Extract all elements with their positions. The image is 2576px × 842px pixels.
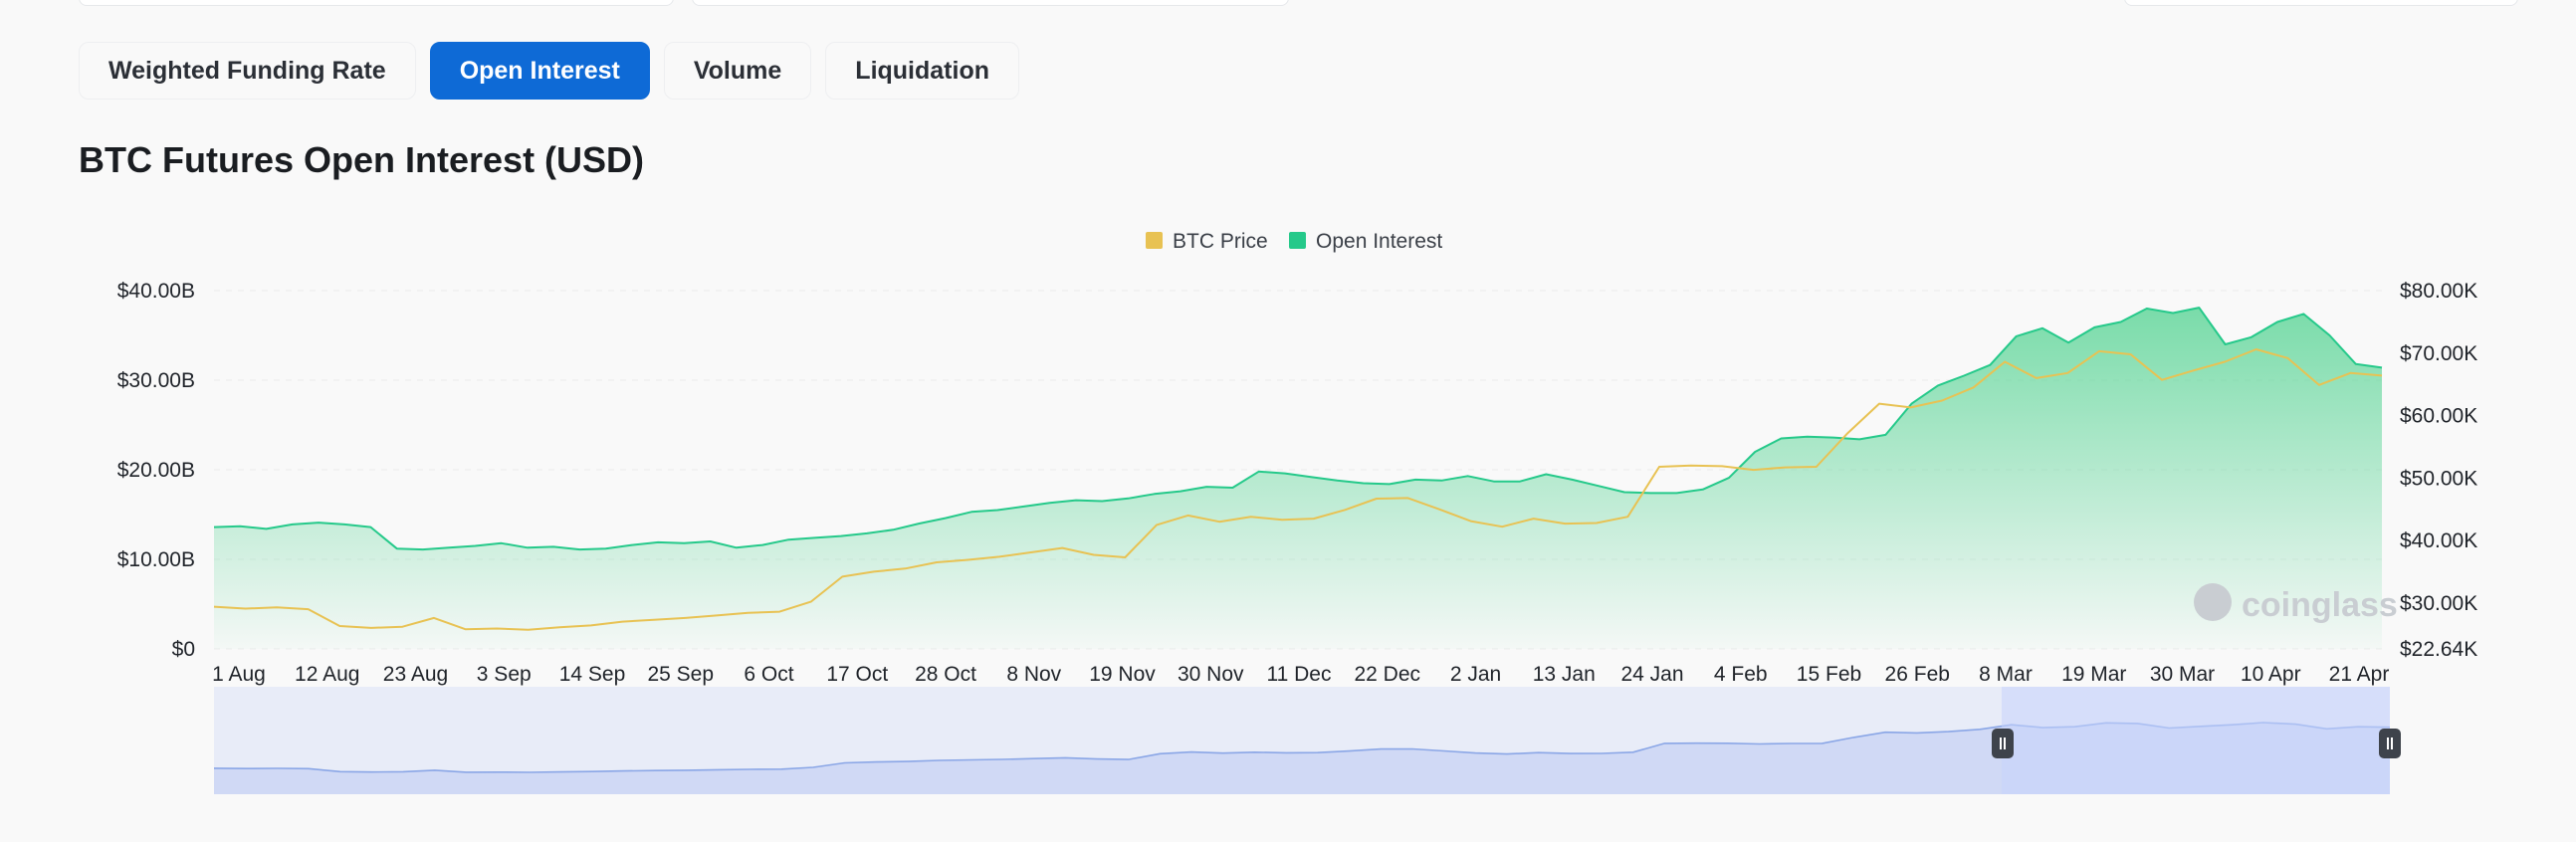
x-tick-label: 2 Jan (1450, 663, 1501, 686)
y-right-tick-label: $80.00K (2400, 280, 2477, 303)
x-tick-label: 15 Feb (1797, 663, 1861, 686)
page-title: BTC Futures Open Interest (USD) (79, 139, 645, 180)
legend-swatch-btc-price[interactable] (1146, 232, 1163, 249)
metric-tabs: Weighted Funding Rate Open Interest Volu… (79, 42, 1019, 100)
x-tick-label: 8 Mar (1979, 663, 2033, 686)
navigator-right-handle[interactable] (2379, 729, 2401, 758)
legend-label-open-interest[interactable]: Open Interest (1316, 230, 1442, 253)
navigator-series-area (214, 723, 2390, 794)
coinglass-watermark: coinglass (2194, 583, 2398, 624)
x-tick-label: 26 Feb (1885, 663, 1950, 686)
coinglass-logo-icon (2194, 583, 2232, 621)
open-interest-line (213, 307, 2383, 551)
x-tick-label: 30 Mar (2150, 663, 2215, 686)
btc-price-line (213, 348, 2383, 631)
x-tick-label: 14 Sep (559, 663, 626, 686)
x-tick-label: 3 Sep (477, 663, 532, 686)
y-left-tick-label: $10.00B (117, 548, 195, 571)
y-right-tick-label: $60.00K (2400, 405, 2477, 428)
x-tick-label: 25 Sep (647, 663, 714, 686)
x-tick-label: 30 Nov (1178, 663, 1244, 686)
x-tick-label: 22 Dec (1354, 663, 1420, 686)
open-interest-series (213, 307, 2383, 649)
y-left-tick-label: $40.00B (117, 280, 195, 303)
tab-weighted-funding-rate[interactable]: Weighted Funding Rate (79, 42, 416, 100)
chart-legend: BTC Price Open Interest (1146, 230, 1442, 253)
x-tick-label: 23 Aug (383, 663, 448, 686)
x-tick-label: 4 Feb (1714, 663, 1768, 686)
y-left-tick-label: $20.00B (117, 459, 195, 482)
x-tick-label: 8 Nov (1006, 663, 1061, 686)
x-tick-label: 17 Oct (826, 663, 888, 686)
x-tick-label: 11 Dec (1267, 663, 1332, 686)
x-tick-label: 24 Jan (1620, 663, 1683, 686)
y-right-tick-label: $30.00K (2400, 592, 2477, 615)
navigator-left-handle[interactable] (1992, 729, 2014, 758)
x-tick-label: 13 Jan (1533, 663, 1596, 686)
y-axis-left: $0 $10.00B $20.00B $30.00B $40.00B (117, 280, 195, 661)
x-tick-label: 1 Aug (212, 663, 266, 686)
open-interest-area (214, 308, 2382, 649)
btc-price-series (213, 348, 2383, 631)
y-right-tick-label: $50.00K (2400, 467, 2477, 490)
legend-swatch-open-interest[interactable] (1289, 232, 1306, 249)
tab-open-interest[interactable]: Open Interest (429, 42, 650, 100)
y-right-tick-label: $40.00K (2400, 529, 2477, 552)
x-tick-label: 6 Oct (744, 663, 793, 686)
x-tick-label: 19 Mar (2061, 663, 2126, 686)
y-left-tick-label: $0 (172, 638, 195, 661)
x-tick-label: 28 Oct (915, 663, 976, 686)
tab-volume[interactable]: Volume (663, 42, 812, 100)
y-left-tick-label: $30.00B (117, 369, 195, 392)
x-tick-label: 19 Nov (1089, 663, 1156, 686)
x-axis: 1 Aug 12 Aug 23 Aug 3 Sep 14 Sep 25 Sep 6 Oct 1… (212, 663, 2389, 686)
y-right-tick-label: $70.00K (2400, 342, 2477, 365)
x-tick-label: 21 Apr (2329, 663, 2390, 686)
navigator-selected-range[interactable] (2002, 687, 2390, 794)
x-tick-label: 12 Aug (295, 663, 359, 686)
y-right-tick-label: $22.64K (2400, 638, 2477, 661)
legend-label-btc-price[interactable]: BTC Price (1173, 230, 1268, 253)
y-axis-right: $22.64K $30.00K $40.00K $50.00K $60.00K $70.0… (2400, 280, 2477, 661)
range-navigator[interactable] (213, 687, 2401, 794)
x-tick-label: 10 Apr (2241, 663, 2301, 686)
tab-liquidation[interactable]: Liquidation (825, 42, 1019, 100)
watermark-text: coinglass (2242, 586, 2398, 624)
